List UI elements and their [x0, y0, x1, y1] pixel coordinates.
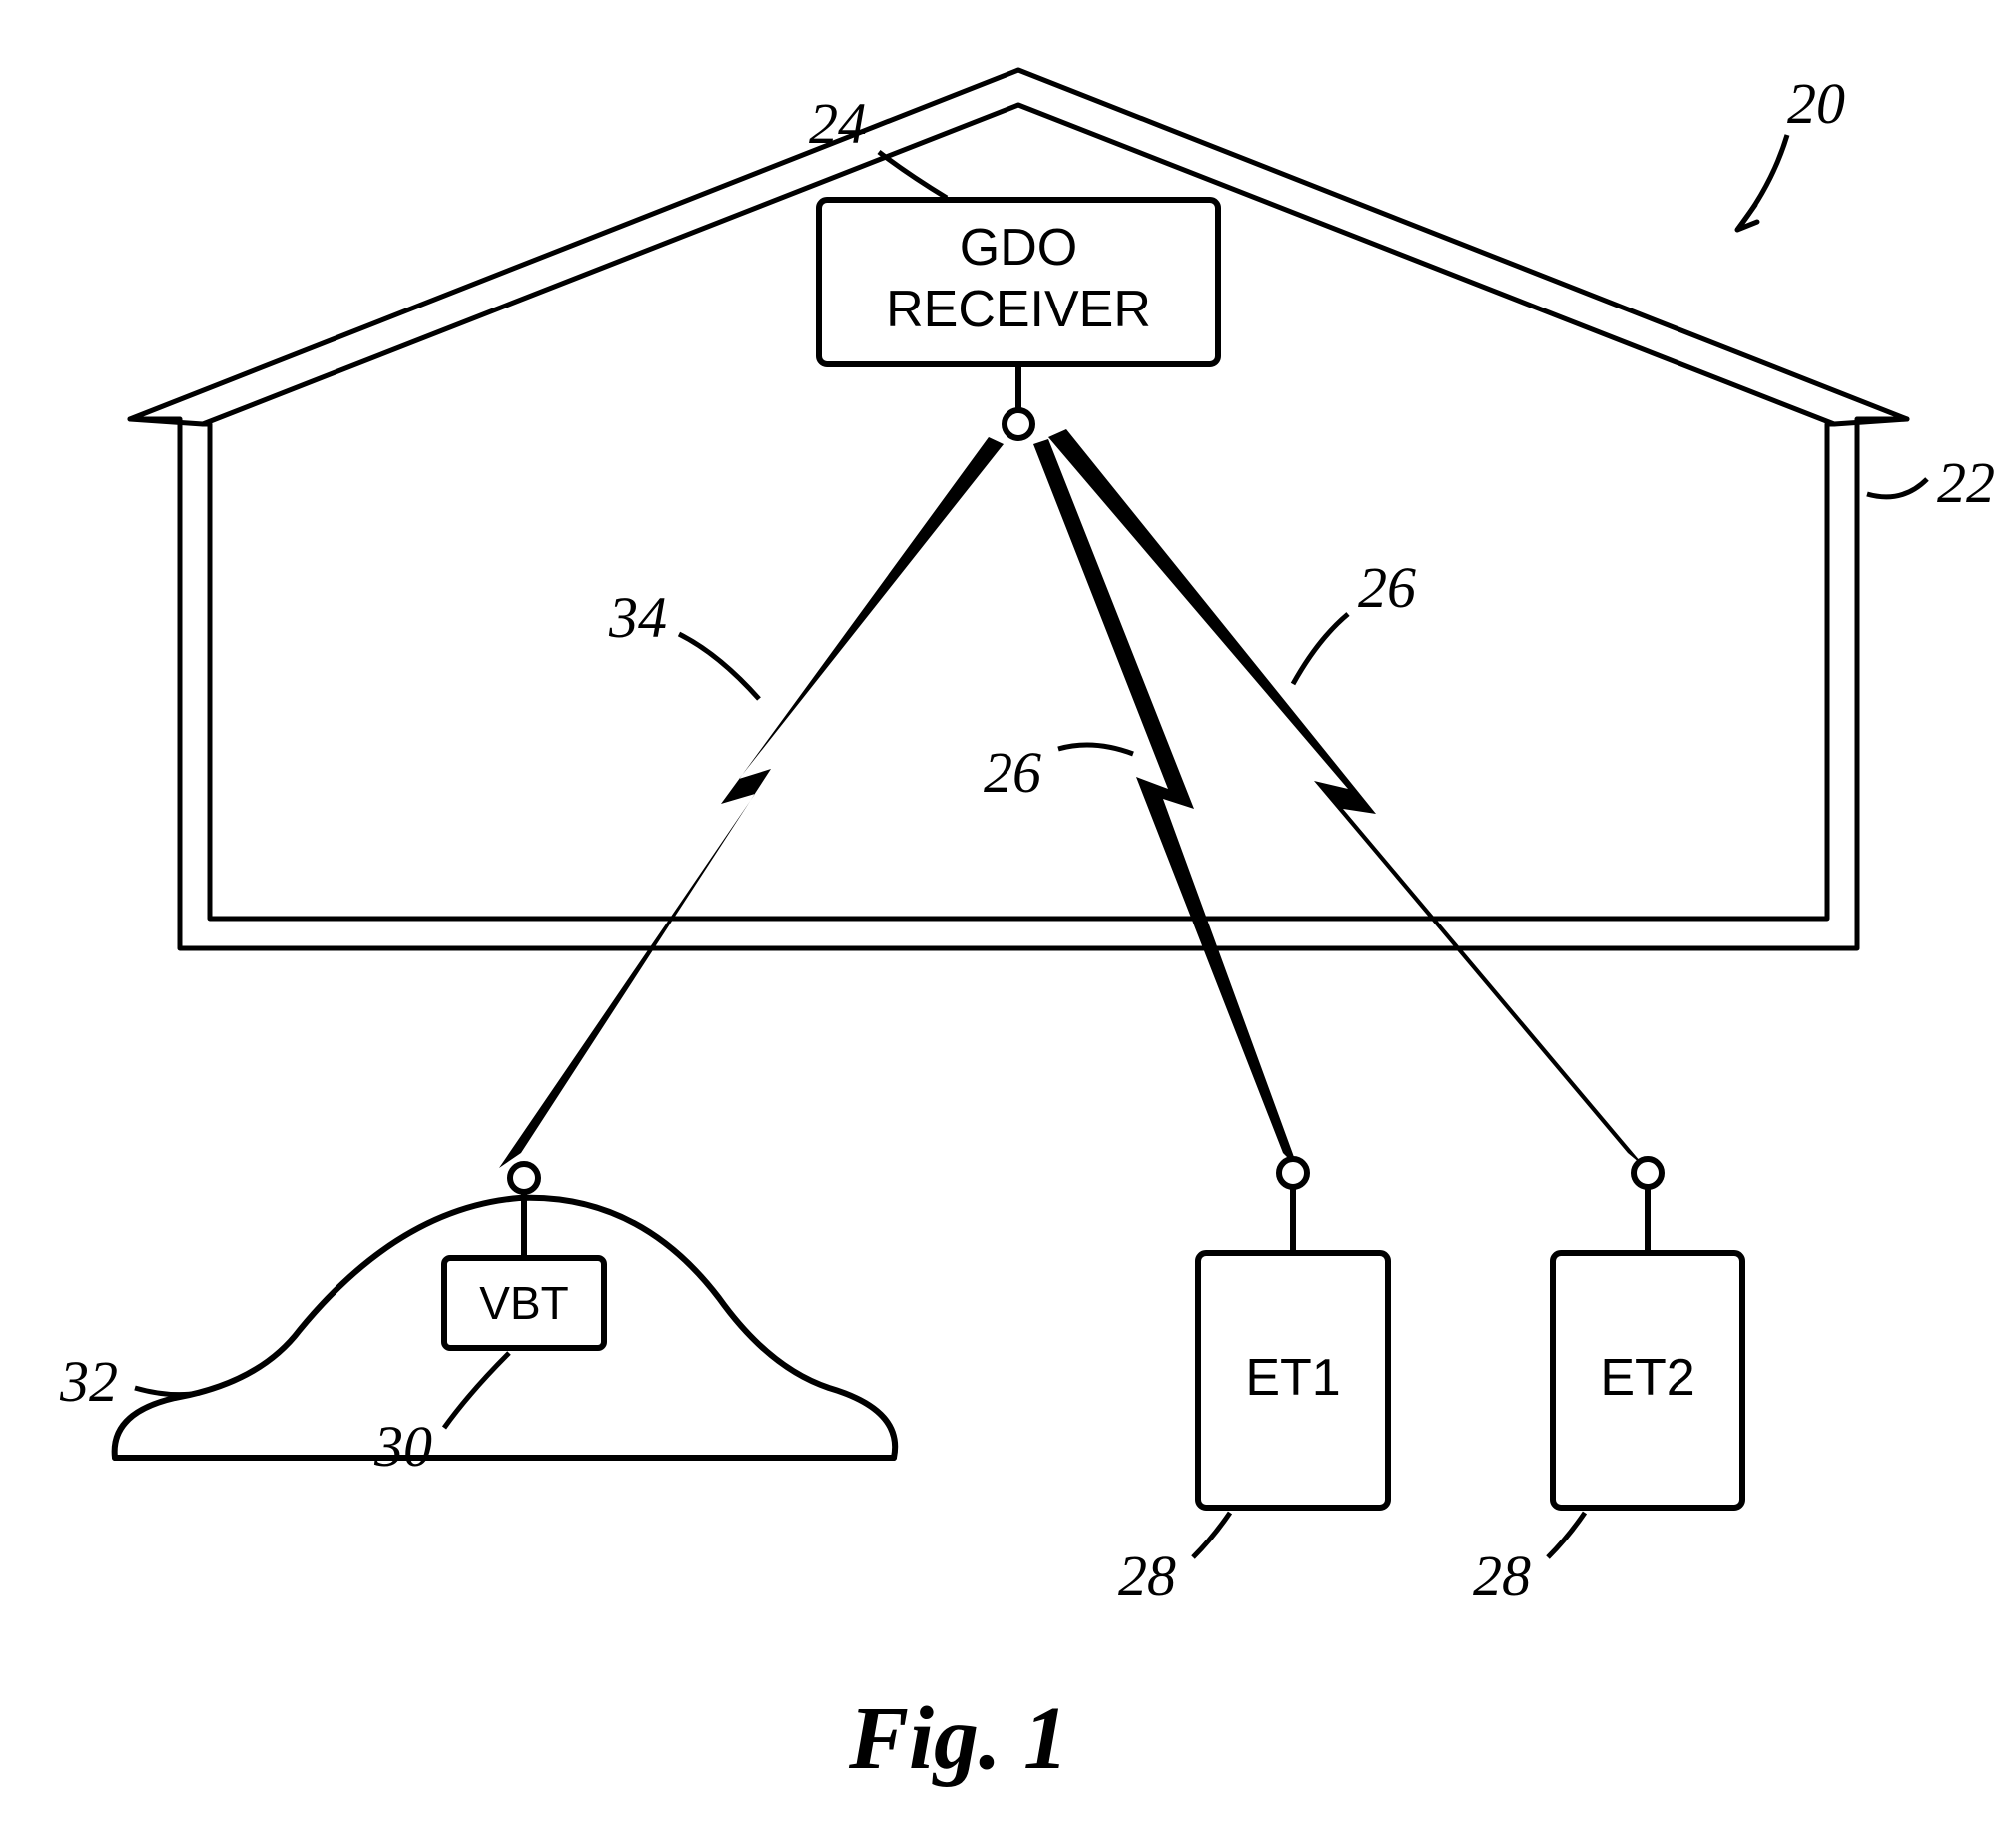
leader-26-mid [1058, 745, 1133, 754]
figure-page: GDO RECEIVER VBT ET1 ET2 24 20 22 34 26 … [0, 0, 2014, 1848]
leader-30 [444, 1353, 509, 1428]
leader-32 [135, 1388, 200, 1395]
system-ref-arrow [1737, 135, 1787, 230]
et2-box [1553, 1159, 1742, 1508]
et1-box [1198, 1159, 1388, 1508]
figure-caption: Fig. 1 [849, 1687, 1068, 1790]
receiver-text-line2: RECEIVER [819, 280, 1218, 339]
ref-28-et2: 28 [1473, 1542, 1531, 1609]
leader-28-et1 [1193, 1513, 1230, 1557]
vbt-text: VBT [444, 1276, 604, 1330]
leader-24 [879, 152, 947, 198]
ref-22: 22 [1937, 449, 1995, 516]
signal-left [499, 437, 1004, 1168]
ref-24: 24 [809, 90, 867, 157]
et2-text: ET2 [1553, 1348, 1742, 1408]
et1-text: ET1 [1198, 1348, 1388, 1408]
ref-26-mid: 26 [984, 739, 1041, 806]
ref-20: 20 [1787, 70, 1845, 137]
receiver-text-line1: GDO [819, 218, 1218, 278]
leader-26-right [1293, 614, 1348, 684]
ref-28-et1: 28 [1118, 1542, 1176, 1609]
ref-34: 34 [609, 584, 667, 651]
ref-32: 32 [60, 1348, 118, 1415]
leader-34 [679, 634, 759, 699]
signal-mid [1033, 439, 1298, 1168]
signal-right [1048, 429, 1646, 1168]
ref-26-right: 26 [1358, 554, 1416, 621]
ref-30: 30 [374, 1413, 432, 1480]
leader-28-et2 [1548, 1513, 1585, 1557]
leader-22 [1867, 479, 1927, 497]
